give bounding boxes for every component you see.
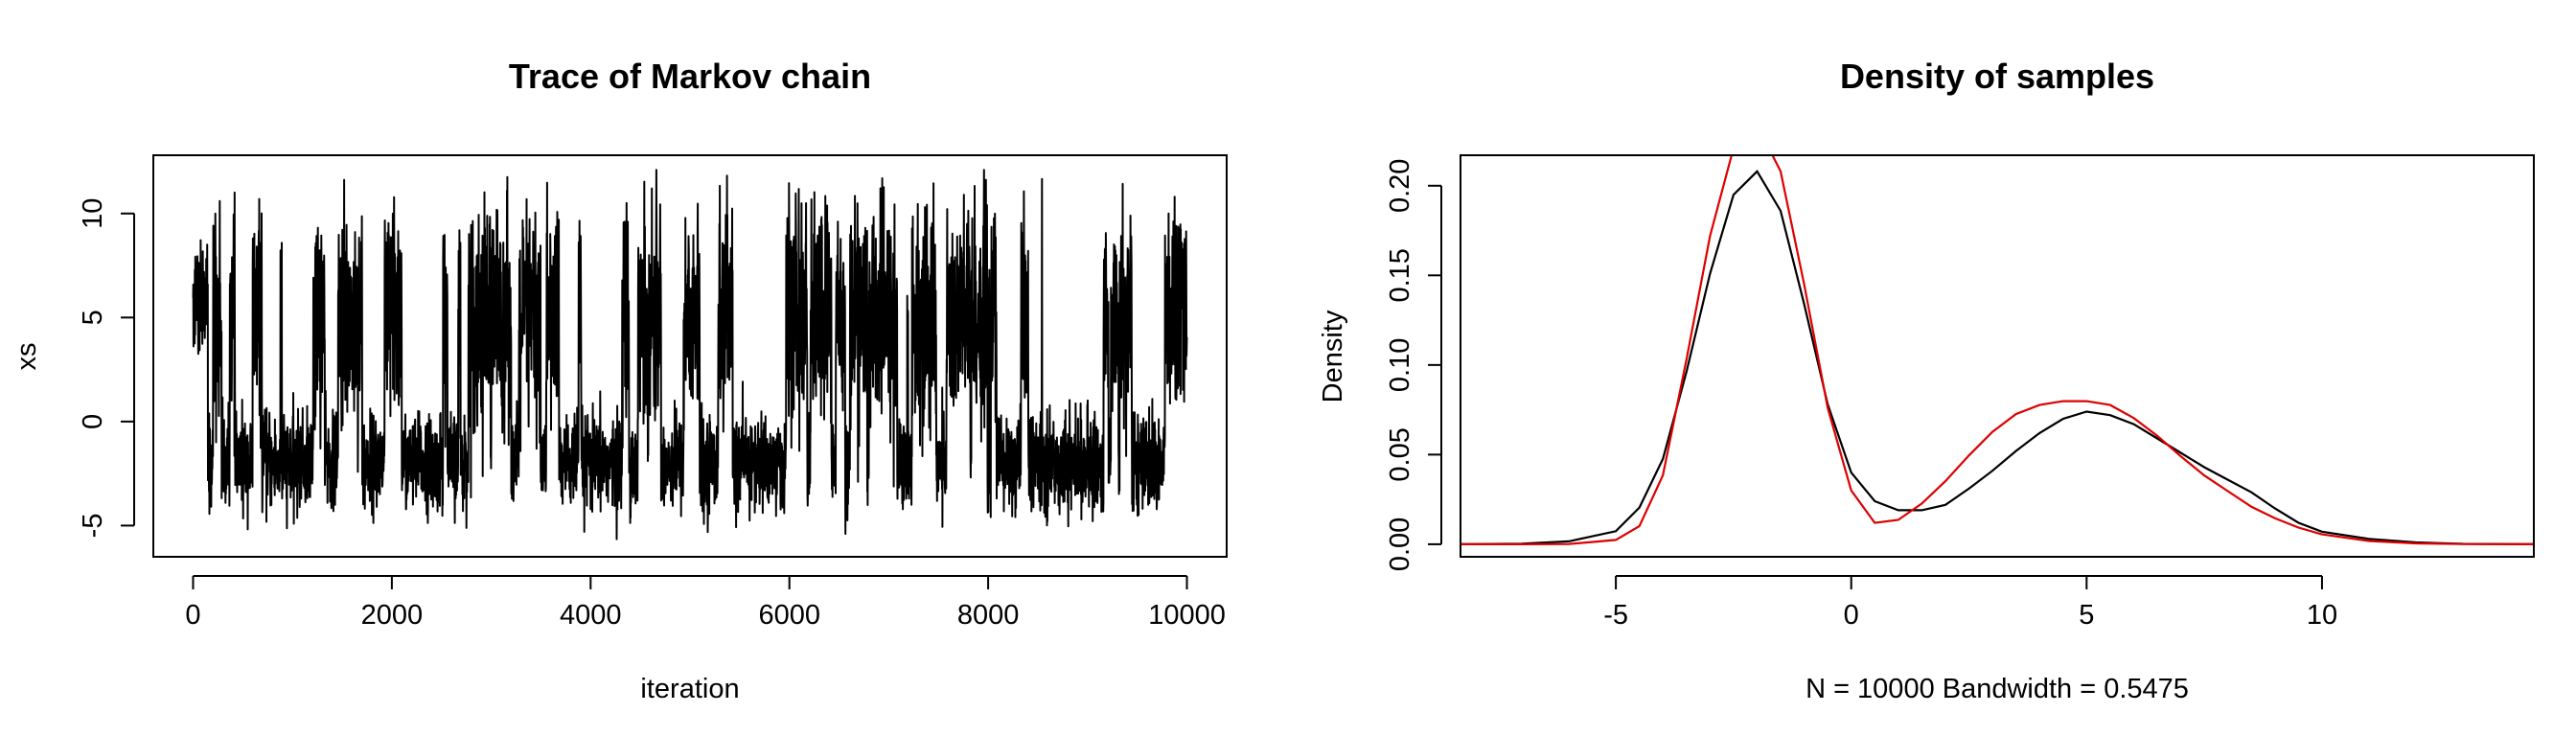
density-x-tick-label: 0 bbox=[1844, 600, 1859, 631]
trace-y-label: xs bbox=[12, 343, 42, 371]
density-y-tick-label: 0.00 bbox=[1385, 518, 1415, 571]
trace-title: Trace of Markov chain bbox=[509, 57, 871, 96]
trace-x-tick-label: 8000 bbox=[957, 600, 1020, 631]
density-y-axis: 0.00 0.05 0.10 0.15 0.20 bbox=[1385, 159, 1442, 571]
density-x-axis: -5 0 5 10 bbox=[1603, 575, 2337, 631]
density-y-tick-label: 0.05 bbox=[1385, 427, 1415, 481]
trace-x-tick-label: 0 bbox=[185, 600, 200, 631]
density-y-tick-label: 0.15 bbox=[1385, 248, 1415, 302]
trace-y-tick-label: -5 bbox=[78, 514, 108, 539]
density-y-label: Density bbox=[1318, 310, 1348, 402]
trace-plot-box bbox=[152, 154, 1228, 558]
density-panel: Density of samples -5 0 5 10 0.000.050.100.… bbox=[1318, 57, 2535, 704]
density-plot-box bbox=[1460, 154, 2535, 558]
trace-x-tick-label: 2000 bbox=[361, 600, 424, 631]
trace-y-tick-label: 10 bbox=[78, 198, 108, 229]
density-curve-target bbox=[1460, 155, 2534, 545]
density-y-tick-label: 0.20 bbox=[1385, 159, 1415, 213]
density-x-tick-label: 10 bbox=[2307, 600, 2337, 631]
density-curve-kde bbox=[1460, 170, 2534, 545]
density-x-label: N = 10000 Bandwidth = 0.5475 bbox=[1806, 674, 2189, 704]
density-curves bbox=[1460, 155, 2534, 545]
trace-line-group bbox=[192, 169, 1188, 540]
density-title: Density of samples bbox=[1840, 57, 2154, 96]
density-x-tick-label: -5 bbox=[1603, 600, 1628, 631]
trace-x-label: iteration bbox=[640, 674, 739, 704]
trace-x-tick-label: 6000 bbox=[758, 600, 820, 631]
trace-y-axis: -5 0 5 10 bbox=[78, 198, 135, 539]
density-x-tick-label: 5 bbox=[2079, 600, 2094, 631]
trace-y-tick-label: 5 bbox=[78, 310, 108, 325]
trace-x-axis: 0 2000 4000 6000 8000 10000 bbox=[185, 575, 1226, 631]
trace-x-tick-label: 4000 bbox=[560, 600, 622, 631]
trace-line bbox=[192, 169, 1188, 540]
density-y-tick-label: 0.10 bbox=[1385, 338, 1415, 392]
trace-x-tick-label: 10000 bbox=[1148, 600, 1226, 631]
trace-y-tick-label: 0 bbox=[78, 414, 108, 429]
trace-panel: Trace of Markov chain 0 2000 4000 6000 8000 1… bbox=[12, 57, 1228, 704]
